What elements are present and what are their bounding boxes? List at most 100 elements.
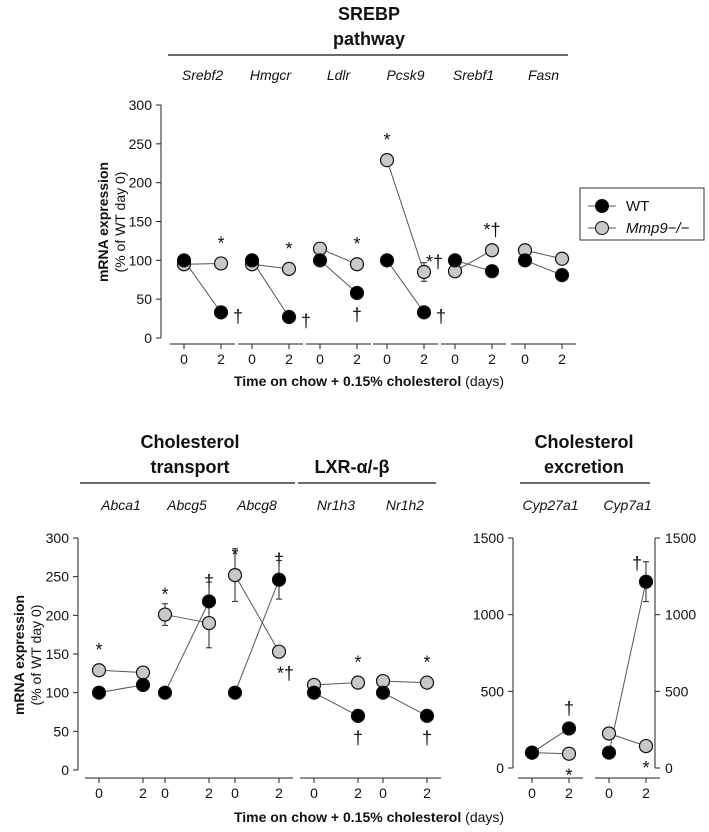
y-tick-label: 200 <box>46 607 70 623</box>
mmp9-point-ldlr-day0 <box>312 241 328 256</box>
wt-point-ldlr-day0 <box>312 253 328 268</box>
gene-label-abcg8: Abcg8 <box>236 497 277 513</box>
wt-point-cyp27a1-day2 <box>561 721 577 736</box>
wt-point-fasn-day0 <box>517 253 533 268</box>
wt-line-nr1h3 <box>313 692 359 717</box>
mmp9-line-abca1 <box>98 669 144 674</box>
gene-label-nr1h3: Nr1h3 <box>317 497 355 513</box>
y-axis-title-main: mRNA expression <box>11 595 27 715</box>
group-title-srebp-line1: SREBP <box>338 4 400 24</box>
x-tick-label: 2 <box>558 351 566 367</box>
wt-line-abcg5 <box>164 601 210 693</box>
mmp9-line-abcg5 <box>164 614 210 624</box>
significance-mark: † <box>436 306 446 326</box>
significance-mark: *† <box>277 664 294 684</box>
wt-point-abca1-day2 <box>135 677 151 693</box>
significance-mark: † <box>353 728 363 748</box>
significance-mark: * <box>565 766 572 786</box>
y-tick-label: 1500 <box>665 530 696 546</box>
significance-mark: * <box>285 239 292 259</box>
wt-point-hmgcr-day2 <box>281 309 297 325</box>
y-tick-label: 0 <box>61 762 69 778</box>
mmp9-point-srebf2-day2 <box>213 256 229 271</box>
x-axis-title-main: Time on chow + 0.15% cholesterol <box>234 373 465 389</box>
y-tick-label: 100 <box>46 685 70 701</box>
y-tick-label: 1500 <box>473 530 504 546</box>
gene-label-cyp27a1: Cyp27a1 <box>522 497 578 513</box>
significance-mark: † <box>564 698 574 718</box>
mmp9-point-abcg5-day2 <box>201 615 217 631</box>
x-tick-label: 0 <box>528 785 536 801</box>
wt-point-abcg8-day2 <box>271 572 287 587</box>
wt-point-nr1h3-day0 <box>306 685 322 700</box>
mmp9-point-abcg5-day0 <box>157 607 173 622</box>
wt-point-abcg5-day0 <box>157 685 173 700</box>
gene-label-pcsk9: Pcsk9 <box>386 67 424 83</box>
significance-mark: * <box>354 653 361 673</box>
wt-line-abcg8 <box>234 579 280 693</box>
x-tick-label: 2 <box>420 351 428 367</box>
wt-point-ldlr-day2 <box>349 285 365 301</box>
significance-mark: * <box>217 233 224 253</box>
significance-mark: * <box>231 545 238 565</box>
mmp9-point-abcg8-day2 <box>271 644 287 659</box>
significance-mark: † <box>422 728 432 748</box>
mmp9-line-nr1h3 <box>313 682 359 686</box>
mmp9-point-pcsk9-day0 <box>379 153 395 168</box>
x-tick-label: 0 <box>605 785 613 801</box>
x-tick-label: 2 <box>285 351 293 367</box>
legend-marker-mmp9 <box>595 221 609 235</box>
x-tick-label: 2 <box>353 351 361 367</box>
gene-label-cyp7a1: Cyp7a1 <box>603 497 651 513</box>
x-tick-label: 0 <box>451 351 459 367</box>
wt-point-hmgcr-day0 <box>244 253 260 268</box>
wt-point-srebf2-day2 <box>213 305 229 320</box>
significance-mark: † <box>632 554 642 574</box>
x-tick-label: 0 <box>231 785 239 801</box>
y-tick-label: 0 <box>665 760 673 776</box>
y-tick-label: 300 <box>46 530 70 546</box>
mmp9-line-nr1h2 <box>382 680 428 684</box>
significance-mark: *† <box>483 220 500 240</box>
x-axis-title: Time on chow + 0.15% cholesterol (days) <box>234 373 504 389</box>
wt-point-srebf2-day0 <box>176 253 192 268</box>
mmp9-line-abcg8 <box>234 574 280 652</box>
x-tick-label: 0 <box>316 351 324 367</box>
mmp9-point-nr1h2-day2 <box>419 675 435 690</box>
mmp9-point-abca1-day2 <box>135 665 151 680</box>
wt-point-abcg8-day0 <box>227 685 243 700</box>
significance-mark: * <box>642 758 649 778</box>
gene-label-ldlr: Ldlr <box>327 67 352 83</box>
x-tick-label: 2 <box>423 785 431 801</box>
x-tick-label: 0 <box>248 351 256 367</box>
wt-line-abca1 <box>98 684 144 694</box>
wt-point-abcg5-day2 <box>201 594 217 609</box>
x-axis-title-unit: (days) <box>465 809 504 825</box>
y-tick-label: 150 <box>46 646 70 662</box>
wt-point-abca1-day0 <box>91 685 107 700</box>
significance-mark: † <box>301 311 311 331</box>
y-tick-label: 100 <box>129 252 153 268</box>
x-axis-title: Time on chow + 0.15% cholesterol (days) <box>234 809 504 825</box>
gene-label-fasn: Fasn <box>528 67 559 83</box>
mmp9-point-srebf1-day2 <box>484 243 500 258</box>
legend-marker-wt <box>595 199 609 213</box>
y-axis-title-main: mRNA expression <box>95 162 111 282</box>
wt-point-cyp27a1-day0 <box>524 745 540 760</box>
y-tick-label: 300 <box>129 97 153 113</box>
mmp9-line-pcsk9 <box>386 159 425 273</box>
wt-point-fasn-day2 <box>554 267 570 283</box>
y-tick-label: 500 <box>665 683 689 699</box>
x-tick-label: 2 <box>354 785 362 801</box>
gene-label-nr1h2: Nr1h2 <box>386 497 424 513</box>
wt-point-nr1h3-day2 <box>350 708 366 723</box>
significance-mark: * <box>383 130 390 150</box>
y-tick-label: 200 <box>129 175 153 191</box>
x-tick-label: 2 <box>488 351 496 367</box>
gene-label-srebf2: Srebf2 <box>182 67 223 83</box>
y-axis-title-unit: (% of WT day 0) <box>28 605 44 706</box>
legend: WT Mmp9−/− <box>579 187 705 241</box>
significance-mark: * <box>353 234 360 254</box>
y-tick-label: 1000 <box>665 607 696 623</box>
significance-mark: † <box>352 305 362 325</box>
